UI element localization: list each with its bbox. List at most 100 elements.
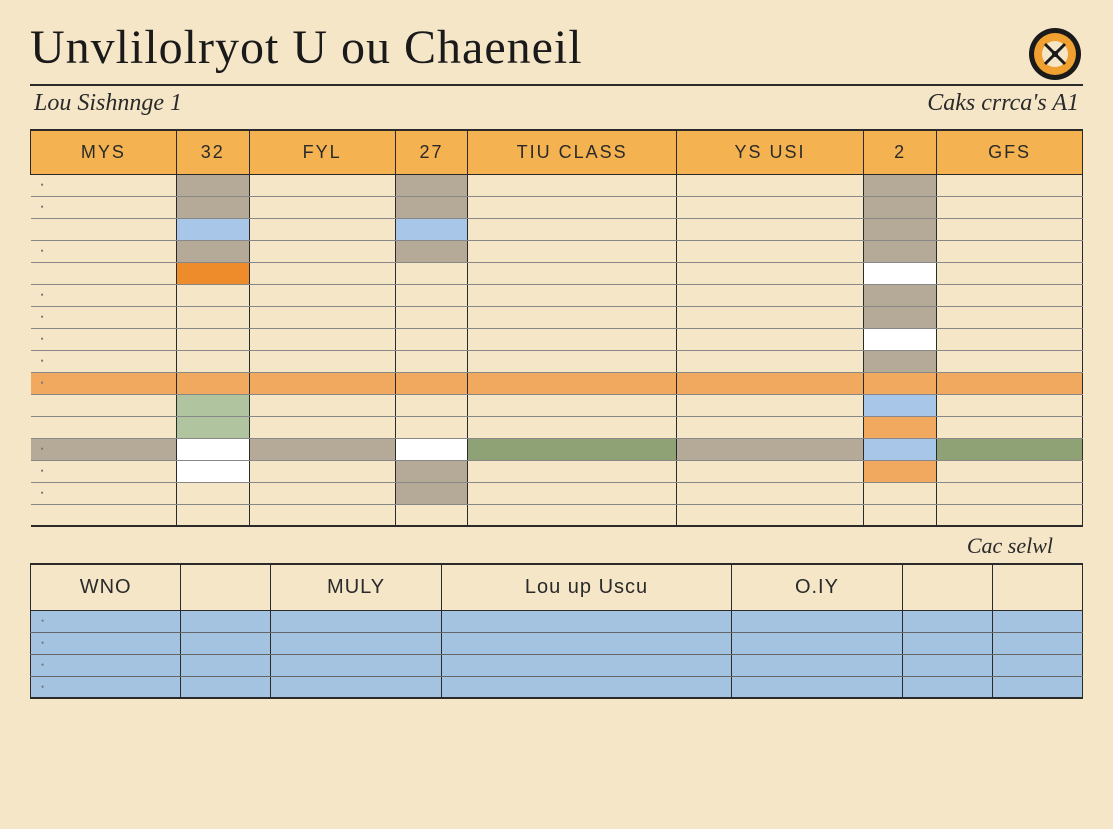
schedule-cell (937, 460, 1083, 482)
schedule-cell (176, 196, 249, 218)
schedule-header: GFS (937, 130, 1083, 174)
summary-cell (992, 654, 1082, 676)
schedule-cell (176, 482, 249, 504)
schedule-cell (249, 394, 395, 416)
schedule-cell (249, 174, 395, 196)
schedule-header: 32 (176, 130, 249, 174)
schedule-cell (249, 328, 395, 350)
summary-cell (902, 654, 992, 676)
summary-cell (271, 632, 441, 654)
schedule-cell (468, 394, 676, 416)
schedule-cell (468, 218, 676, 240)
summary-header: Lou up Uscu (441, 564, 732, 610)
summary-cell (732, 632, 902, 654)
schedule-cell (31, 416, 177, 438)
schedule-cell (676, 482, 863, 504)
schedule-header: TIU CLASS (468, 130, 676, 174)
schedule-cell (468, 372, 676, 394)
schedule-cell (31, 218, 177, 240)
schedule-cell (468, 240, 676, 262)
schedule-cell (176, 218, 249, 240)
schedule-cell (468, 504, 676, 526)
schedule-cell (395, 328, 468, 350)
schedule-header: MYS (31, 130, 177, 174)
schedule-cell (676, 460, 863, 482)
summary-cell (441, 610, 732, 632)
schedule-cell (937, 394, 1083, 416)
schedule-cell (249, 482, 395, 504)
schedule-cell (395, 372, 468, 394)
summary-cell (271, 654, 441, 676)
schedule-cell: • (31, 240, 177, 262)
summary-cell (992, 632, 1082, 654)
schedule-cell (249, 306, 395, 328)
schedule-cell (176, 328, 249, 350)
schedule-cell (937, 482, 1083, 504)
schedule-header: YS USI (676, 130, 863, 174)
seal-icon (1027, 26, 1083, 82)
summary-header: O.IY (732, 564, 902, 610)
summary-cell (271, 610, 441, 632)
schedule-cell (249, 284, 395, 306)
schedule-cell (176, 262, 249, 284)
summary-cell: • (31, 654, 181, 676)
schedule-cell (249, 262, 395, 284)
schedule-cell (864, 196, 937, 218)
schedule-cell (468, 196, 676, 218)
summary-cell (181, 676, 271, 698)
schedule-cell (937, 416, 1083, 438)
summary-cell (992, 676, 1082, 698)
schedule-cell (468, 328, 676, 350)
schedule-cell (249, 218, 395, 240)
schedule-cell (468, 416, 676, 438)
summary-cell (992, 610, 1082, 632)
subtitle-right: Caks crrca's A1 (927, 90, 1079, 117)
schedule-header: 2 (864, 130, 937, 174)
schedule-cell (249, 196, 395, 218)
schedule-cell (676, 218, 863, 240)
schedule-cell (468, 174, 676, 196)
schedule-cell (395, 482, 468, 504)
summary-cell (902, 676, 992, 698)
schedule-cell (676, 394, 863, 416)
schedule-cell: • (31, 372, 177, 394)
schedule-cell (395, 174, 468, 196)
summary-cell (441, 632, 732, 654)
schedule-header: FYL (249, 130, 395, 174)
schedule-cell (676, 350, 863, 372)
schedule-cell (249, 372, 395, 394)
summary-cell: • (31, 676, 181, 698)
summary-cell (441, 676, 732, 698)
schedule-cell (468, 284, 676, 306)
schedule-cell (864, 306, 937, 328)
summary-cell: • (31, 610, 181, 632)
schedule-cell (176, 306, 249, 328)
schedule-cell (937, 372, 1083, 394)
schedule-cell: • (31, 174, 177, 196)
summary-header (992, 564, 1082, 610)
schedule-cell (937, 438, 1083, 460)
schedule-cell (676, 306, 863, 328)
schedule-cell (676, 328, 863, 350)
schedule-cell (864, 438, 937, 460)
schedule-cell (468, 262, 676, 284)
schedule-cell (249, 438, 395, 460)
schedule-cell (395, 416, 468, 438)
schedule-cell: • (31, 438, 177, 460)
schedule-cell (937, 174, 1083, 196)
schedule-cell (31, 504, 177, 526)
schedule-cell (395, 240, 468, 262)
schedule-cell (249, 504, 395, 526)
schedule-cell (31, 262, 177, 284)
schedule-cell (395, 284, 468, 306)
summary-cell (181, 632, 271, 654)
schedule-cell (676, 416, 863, 438)
schedule-cell (864, 350, 937, 372)
schedule-cell (937, 284, 1083, 306)
schedule-cell (937, 218, 1083, 240)
schedule-cell (249, 350, 395, 372)
schedule-cell (937, 306, 1083, 328)
schedule-cell (468, 438, 676, 460)
footer-note: Cac selwl (30, 533, 1053, 559)
schedule-cell (864, 240, 937, 262)
